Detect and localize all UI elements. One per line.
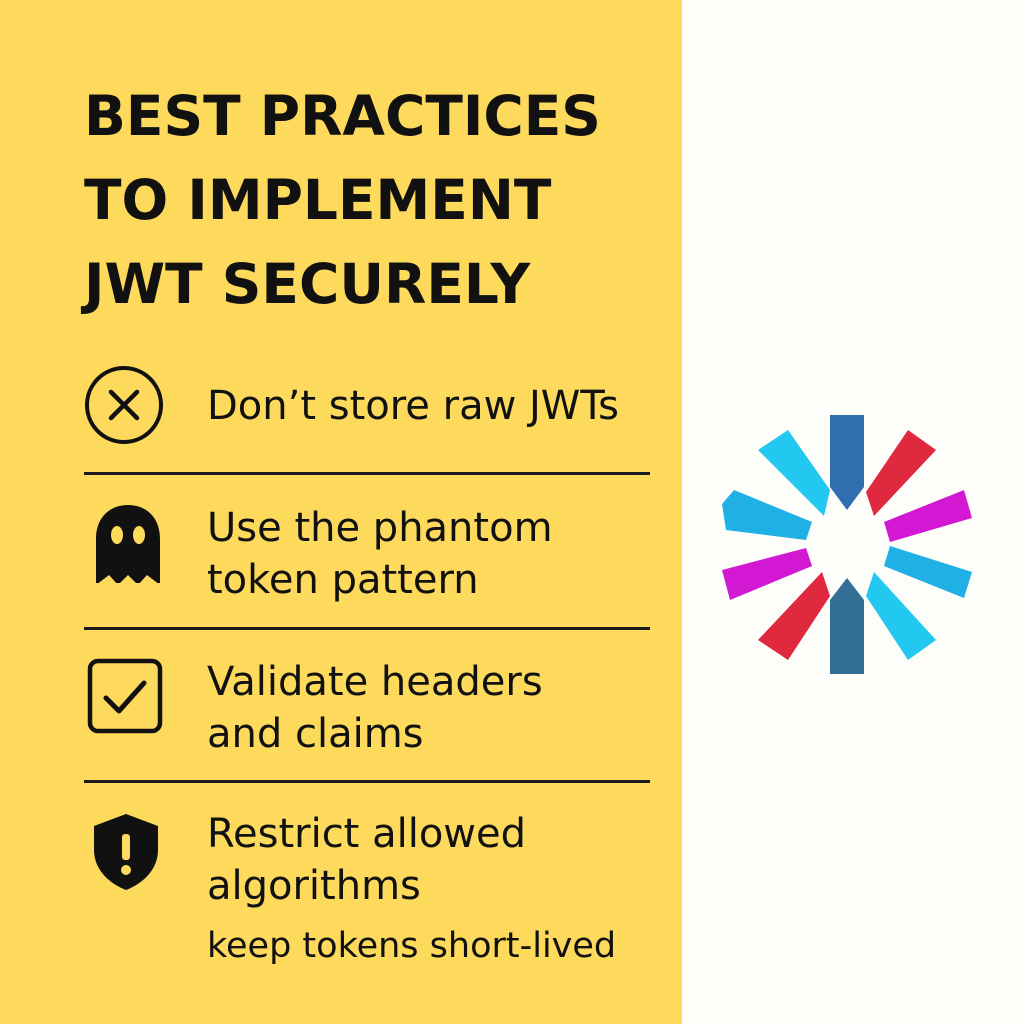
divider <box>84 472 650 475</box>
list-item: Don’t store raw JWTs <box>207 380 619 432</box>
title-line: TO IMPLEMENT <box>84 168 552 232</box>
item-label: and claims <box>207 711 424 757</box>
x-circle-icon <box>84 365 164 445</box>
note-text: keep tokens short-lived <box>207 926 617 966</box>
item-label: token pattern <box>207 557 479 603</box>
list-item: Restrict allowed algorithms <box>207 808 526 912</box>
title-line: JWT SECURELY <box>84 252 531 316</box>
shield-alert-icon <box>86 810 166 890</box>
item-label: algorithms <box>207 863 421 909</box>
ghost-icon <box>88 503 168 583</box>
item-label: Don’t store raw JWTs <box>207 383 620 429</box>
item-label: Validate headers <box>207 659 543 705</box>
title-line: BEST PRACTICES <box>84 84 601 148</box>
list-item: Use the phantom token pattern <box>207 502 553 606</box>
divider <box>84 627 650 630</box>
item-label: Use the phantom <box>207 505 553 551</box>
left-panel: BEST PRACTICES TO IMPLEMENT JWT SECURELY… <box>0 0 682 1024</box>
jwt-logo-icon <box>718 412 978 678</box>
list-item: Validate headers and claims <box>207 656 543 760</box>
page-title: BEST PRACTICES TO IMPLEMENT JWT SECURELY <box>84 74 644 326</box>
checkbox-icon <box>86 657 166 737</box>
divider <box>84 780 650 783</box>
item-label: Restrict allowed <box>207 811 527 857</box>
